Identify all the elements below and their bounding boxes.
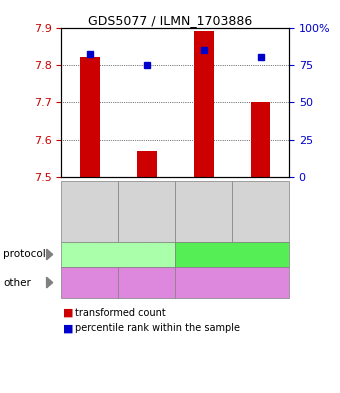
Text: non-targetting
shRNA: non-targetting shRNA [204,273,260,292]
Bar [251,102,271,177]
Text: shRNA for
3'UTR of
TMEM88: shRNA for 3'UTR of TMEM88 [128,268,166,298]
Text: percentile rank within the sample: percentile rank within the sample [75,323,240,333]
Text: GSM1071454: GSM1071454 [199,181,208,241]
Text: GSM1071457: GSM1071457 [85,181,94,242]
Bar [193,31,214,177]
Text: other: other [3,277,31,288]
Text: control: control [215,250,249,259]
Text: transformed count: transformed count [75,308,166,318]
Text: ■: ■ [63,323,73,333]
Text: GDS5077 / ILMN_1703886: GDS5077 / ILMN_1703886 [88,14,252,27]
Text: GSM1071456: GSM1071456 [142,181,151,242]
Text: protocol: protocol [3,250,46,259]
Text: TMEM88 depletion: TMEM88 depletion [73,250,163,259]
Bar [137,151,157,177]
Text: shRNA for
first exon
of TMEM88: shRNA for first exon of TMEM88 [69,268,110,298]
Text: ■: ■ [63,308,73,318]
Bar [80,57,100,177]
Text: GSM1071455: GSM1071455 [256,181,265,242]
